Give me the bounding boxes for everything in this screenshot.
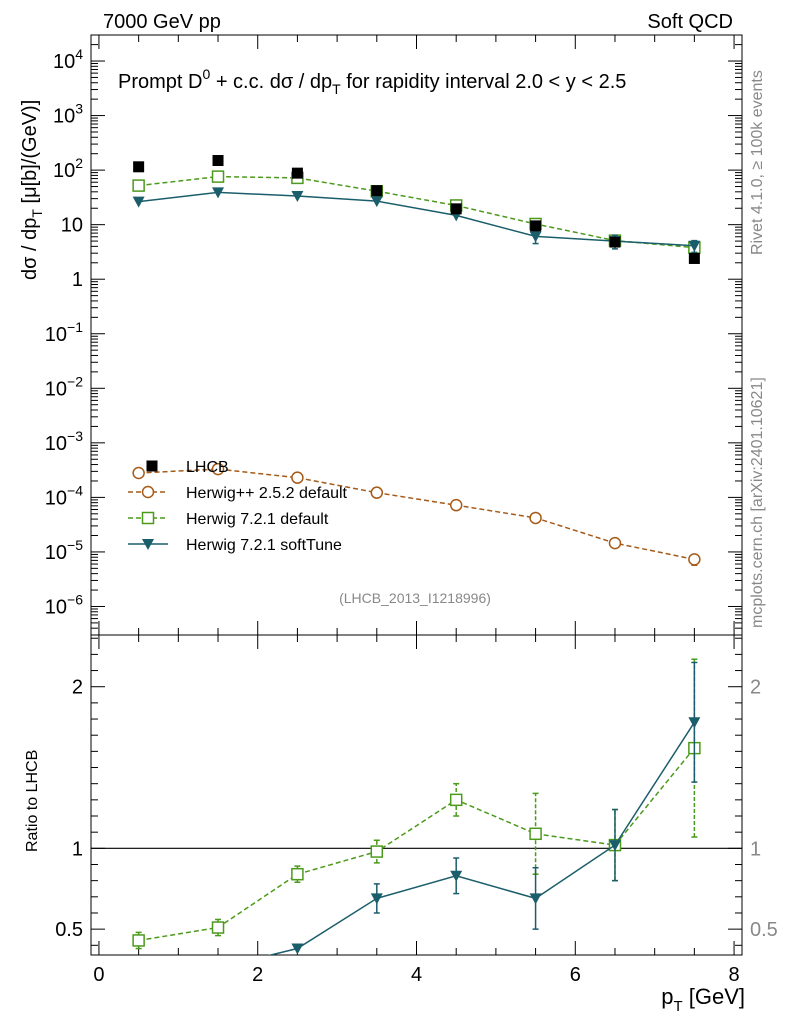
ratio-point-herwig-7-2-1-default <box>449 793 463 807</box>
main-y-tick-label: 103 <box>53 101 83 128</box>
legend-marker-herwig-2-5-2-default <box>141 485 155 499</box>
ratio-point-herwig-7-2-1-softtune <box>291 943 304 955</box>
mcplots-credit-label: mcplots.cern.ch [arXiv:2401.10621] <box>749 377 766 628</box>
legend-marker-herwig-7-2-1-default <box>141 511 155 525</box>
rivet-version-label: Rivet 4.1.0, ≥ 100k events <box>749 70 766 255</box>
main-line-herwig-7-2-1-default <box>138 175 695 249</box>
legend: LHCB Herwig++ 2.5.2 default Herwig 7.2.1 d… <box>128 459 348 554</box>
x-axis-label: pT [GeV] <box>661 984 745 1015</box>
legend-marker-herwig-7-2-1-softtune <box>142 539 154 550</box>
main-point-herwig-7-2-1-softtune <box>132 196 145 208</box>
main-point-herwig-7-2-1-softtune <box>688 240 701 252</box>
ratio-line-herwig-7-2-1-default <box>138 747 695 942</box>
legend-label-herwig-7-2-1-default: Herwig 7.2.1 default <box>186 511 329 528</box>
x-tick-label: 2 <box>252 964 263 986</box>
main-point-herwig-7-2-1-default <box>211 170 225 183</box>
main-y-tick-label: 102 <box>53 155 83 182</box>
ratio-y-axis-label: Ratio to LHCB <box>24 750 41 852</box>
main-point-herwig-2-5-2-default <box>688 553 701 566</box>
legend-label-herwig-2-5-2-default: Herwig++ 2.5.2 default <box>186 485 348 502</box>
main-point-herwig-7-2-1-softtune <box>291 191 304 203</box>
ratio-y-tick-label: 1 <box>72 838 83 860</box>
ratio-point-herwig-7-2-1-softtune <box>529 893 542 905</box>
ratio-y-tick-label-right: 1 <box>750 838 761 860</box>
main-point-herwig-7-2-1-default <box>132 179 145 192</box>
analysis-watermark: (LHCB_2013_I1218996) <box>339 590 491 606</box>
main-y-tick-label: 10−2 <box>45 373 83 400</box>
main-point-lhcb <box>371 185 383 197</box>
main-point-herwig-7-2-1-softtune <box>212 187 225 199</box>
main-point-lhcb <box>688 252 700 264</box>
main-y-tick-label: 10−1 <box>45 319 83 346</box>
ratio-point-herwig-7-2-1-default <box>529 827 542 841</box>
x-tick-label: 8 <box>728 964 739 986</box>
main-line-herwig-2-5-2-default <box>138 468 695 561</box>
main-point-herwig-2-5-2-default <box>529 511 542 525</box>
legend-label-herwig-7-2-1-softtune: Herwig 7.2.1 softTune <box>186 537 342 554</box>
ratio-y-tick-label: 2 <box>72 677 83 699</box>
main-point-lhcb <box>530 220 542 232</box>
ratio-axes: 0 2 4 6 8 0.5 0.5 1 1 2 2 <box>55 635 778 986</box>
ratio-point-herwig-7-2-1-softtune <box>370 893 383 905</box>
main-point-herwig-7-2-1-softtune <box>370 196 383 208</box>
main-title: Prompt D0 + c.c. dσ / dpT for rapidity i… <box>118 66 626 97</box>
main-point-lhcb <box>133 161 145 173</box>
ratio-point-herwig-7-2-1-softtune <box>688 717 701 729</box>
ratio-y-tick-label-right: 0.5 <box>750 919 778 941</box>
main-line-herwig-7-2-1-softtune <box>138 191 695 247</box>
ratio-y-tick-label-right: 2 <box>750 677 761 699</box>
main-y-tick-label: 10−5 <box>45 537 83 564</box>
header-left: 7000 GeV pp <box>103 11 221 33</box>
ratio-series-layer <box>132 658 701 955</box>
ratio-point-herwig-7-2-1-softtune <box>608 840 621 852</box>
main-y-tick-label: 10−3 <box>45 428 83 455</box>
ratio-point-herwig-7-2-1-default <box>132 934 145 947</box>
main-point-herwig-2-5-2-default <box>291 471 304 484</box>
main-series-layer <box>132 155 701 566</box>
main-y-tick-label: 10−6 <box>45 591 83 618</box>
main-point-herwig-2-5-2-default <box>608 536 622 550</box>
ratio-line-herwig-7-2-1-softtune <box>267 721 696 955</box>
main-point-lhcb <box>291 167 303 179</box>
main-y-tick-label: 10 <box>61 215 83 237</box>
main-y-axis-label: dσ / dpT [μ[b]/(GeV)] <box>19 100 45 280</box>
legend-marker-lhcb <box>146 460 158 472</box>
ratio-point-herwig-7-2-1-default <box>291 867 304 881</box>
ratio-point-herwig-7-2-1-default <box>211 921 225 934</box>
main-point-herwig-2-5-2-default <box>370 486 384 499</box>
main-point-herwig-2-5-2-default <box>132 466 145 480</box>
x-tick-label: 6 <box>570 964 581 986</box>
main-point-herwig-7-2-1-softtune <box>529 231 542 243</box>
main-point-herwig-2-5-2-default <box>211 462 225 476</box>
ratio-panel-frame <box>90 634 743 956</box>
main-point-lhcb <box>609 236 621 248</box>
main-point-lhcb <box>450 203 462 215</box>
x-tick-label: 4 <box>411 964 422 986</box>
ratio-y-tick-label: 0.5 <box>55 919 83 941</box>
header-right: Soft QCD <box>647 11 733 33</box>
main-point-herwig-2-5-2-default <box>449 498 463 512</box>
main-point-lhcb <box>212 155 224 167</box>
main-y-tick-label: 10−4 <box>45 482 83 509</box>
x-tick-label: 0 <box>93 964 104 986</box>
legend-label-lhcb: LHCB <box>186 459 229 476</box>
main-y-tick-label: 104 <box>53 46 83 73</box>
ratio-point-herwig-7-2-1-default <box>370 845 384 858</box>
main-y-tick-label: 1 <box>72 269 83 291</box>
ratio-point-herwig-7-2-1-softtune <box>450 870 463 882</box>
